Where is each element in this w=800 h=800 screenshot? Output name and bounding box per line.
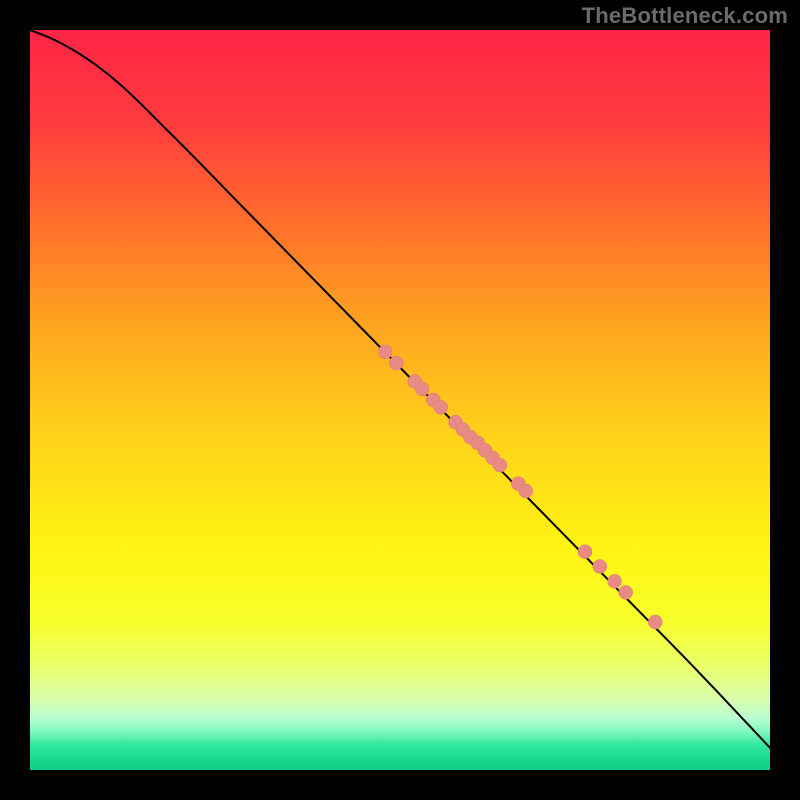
gradient-chart	[30, 30, 770, 770]
gradient-background	[30, 30, 770, 770]
data-point	[415, 382, 429, 396]
data-point	[619, 585, 633, 599]
data-point	[593, 560, 607, 574]
data-point	[608, 574, 622, 588]
data-point	[578, 545, 592, 559]
data-point	[389, 356, 403, 370]
watermark-text: TheBottleneck.com	[582, 3, 788, 29]
chart-frame: TheBottleneck.com	[0, 0, 800, 800]
data-point	[378, 345, 392, 359]
data-point	[493, 458, 507, 472]
data-point	[434, 400, 448, 414]
data-point	[648, 615, 662, 629]
data-point	[519, 484, 533, 498]
